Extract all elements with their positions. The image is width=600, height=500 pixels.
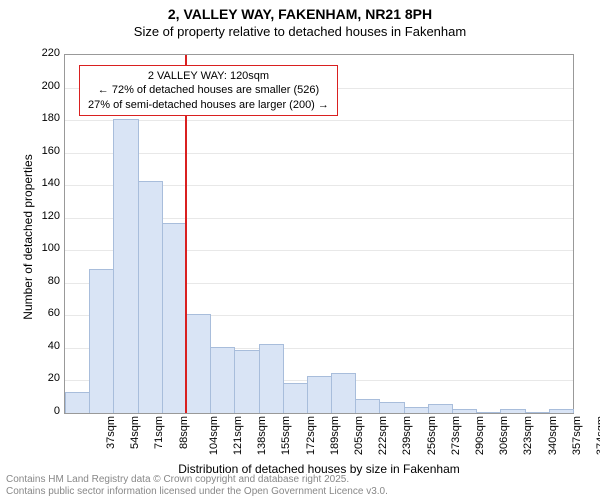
histogram-bar [234,350,259,413]
histogram-bar [307,376,332,413]
histogram-bar [355,399,380,413]
annotation-line2: ← 72% of detached houses are smaller (52… [88,83,329,97]
histogram-bar [452,409,477,413]
histogram-bar [549,409,574,413]
chart-subtitle: Size of property relative to detached ho… [0,22,600,39]
gridline [65,153,573,154]
histogram-bar [89,269,114,413]
x-tick-label: 71sqm [154,416,166,449]
y-tick-label: 180 [30,112,60,124]
chart-container: 2, VALLEY WAY, FAKENHAM, NR21 8PH Size o… [0,0,600,500]
footer-line2: Contains public sector information licen… [6,486,388,497]
y-tick-label: 220 [30,47,60,59]
histogram-bar [186,314,211,413]
annotation-line1: 2 VALLEY WAY: 120sqm [88,69,329,83]
x-tick-label: 138sqm [256,416,268,455]
x-tick-label: 239sqm [402,416,414,455]
x-tick-label: 306sqm [498,416,510,455]
y-tick-label: 60 [30,307,60,319]
x-tick-label: 323sqm [522,416,534,455]
histogram-bar [525,412,550,413]
histogram-bar [379,402,404,413]
x-tick-label: 121sqm [232,416,244,455]
histogram-bar [210,347,235,413]
x-tick-label: 37sqm [105,416,117,449]
y-tick-label: 120 [30,210,60,222]
x-tick-label: 273sqm [450,416,462,455]
x-tick-label: 340sqm [547,416,559,455]
x-tick-label: 205sqm [353,416,365,455]
histogram-bar [138,181,163,413]
x-tick-label: 290sqm [474,416,486,455]
y-tick-label: 160 [30,145,60,157]
annotation-box: 2 VALLEY WAY: 120sqm ← 72% of detached h… [79,65,338,116]
y-tick-label: 20 [30,372,60,384]
x-tick-label: 54sqm [129,416,141,449]
x-tick-label: 172sqm [305,416,317,455]
y-tick-label: 140 [30,177,60,189]
histogram-bar [476,412,501,413]
y-tick-label: 0 [30,405,60,417]
x-tick-label: 374sqm [595,416,600,455]
x-tick-label: 155sqm [281,416,293,455]
chart-title: 2, VALLEY WAY, FAKENHAM, NR21 8PH [0,0,600,22]
footer-line1: Contains HM Land Registry data © Crown c… [6,474,349,485]
histogram-bar [113,119,138,413]
histogram-bar [162,223,187,413]
gridline [65,120,573,121]
annotation-line3: 27% of semi-detached houses are larger (… [88,98,329,112]
y-tick-label: 200 [30,80,60,92]
histogram-bar [259,344,284,413]
x-tick-label: 88sqm [178,416,190,449]
x-tick-label: 222sqm [377,416,389,455]
y-tick-label: 40 [30,340,60,352]
x-tick-label: 357sqm [571,416,583,455]
x-tick-label: 189sqm [329,416,341,455]
x-tick-label: 256sqm [426,416,438,455]
y-tick-label: 80 [30,275,60,287]
y-tick-label: 100 [30,242,60,254]
x-tick-label: 104sqm [208,416,220,455]
plot-area: 2 VALLEY WAY: 120sqm ← 72% of detached h… [64,54,574,414]
histogram-bar [428,404,453,413]
histogram-bar [500,409,525,413]
histogram-bar [283,383,308,413]
histogram-bar [331,373,356,413]
histogram-bar [65,392,90,413]
histogram-bar [404,407,429,413]
